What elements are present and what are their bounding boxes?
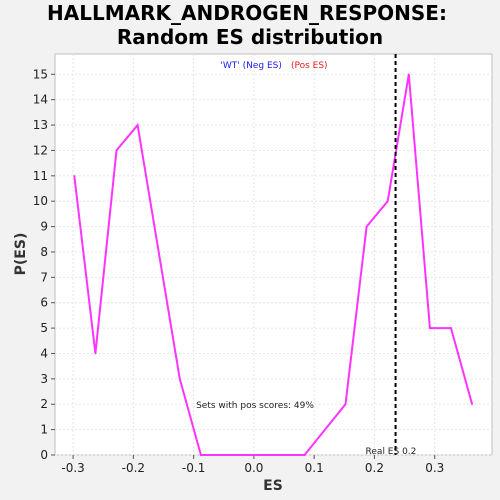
x-axis: -0.3 -0.2 -0.1 0.0 0.1 0.2 0.3 [61, 455, 444, 475]
legend-pos-es: (Pos ES) [291, 61, 328, 71]
data-point [200, 454, 202, 456]
y-tick-label: 9 [40, 220, 48, 234]
chart-title-line-2: Random ES distribution [117, 25, 383, 49]
x-axis-label: ES [263, 478, 283, 494]
x-tick-label: -0.2 [122, 461, 145, 475]
y-tick-label: 14 [33, 93, 48, 107]
plot-area [54, 53, 493, 456]
x-tick-label: -0.3 [61, 461, 84, 475]
y-tick-label: 5 [40, 321, 48, 335]
x-tick-label: -0.1 [182, 461, 205, 475]
real-es-label: Real ES 0.2 [366, 447, 417, 457]
data-point [178, 378, 181, 380]
x-tick-label: 0.1 [305, 461, 324, 475]
data-point [136, 124, 139, 126]
x-tick-label: 0.3 [425, 461, 444, 475]
data-point [471, 403, 473, 406]
y-tick-label: 1 [40, 423, 48, 437]
y-tick-label: 10 [33, 194, 48, 208]
data-point [429, 327, 431, 329]
chart-title-line-1: HALLMARK_ANDROGEN_RESPONSE: [47, 1, 447, 25]
y-tick-label: 3 [40, 372, 48, 386]
legend-neg-es: 'WT' (Neg ES) [220, 61, 281, 71]
y-tick-label: 13 [33, 118, 48, 132]
data-point [450, 327, 452, 329]
data-point [115, 149, 118, 152]
data-point [386, 200, 389, 203]
y-tick-label: 6 [40, 296, 48, 310]
data-point [303, 454, 306, 456]
data-point [344, 403, 347, 406]
data-point [94, 352, 97, 355]
grid [55, 54, 492, 456]
y-tick-label: 7 [40, 270, 48, 284]
data-point [365, 225, 368, 228]
series-layer [73, 73, 474, 456]
legend: 'WT' (Neg ES) (Pos ES) [220, 53, 327, 72]
x-tick-label: 0.2 [365, 461, 384, 475]
y-tick-label: 4 [40, 346, 48, 360]
x-tick-label: 0.0 [244, 461, 263, 475]
data-point [73, 175, 76, 177]
pos-scores-annotation: Sets with pos scores: 49% [196, 401, 314, 411]
y-axis-label: P(ES) [13, 233, 29, 276]
y-tick-label: 11 [33, 169, 48, 183]
y-tick-label: 8 [40, 245, 48, 259]
y-tick-label: 2 [40, 397, 48, 411]
series-line [73, 74, 474, 456]
y-tick-label: 15 [33, 67, 48, 81]
data-point [408, 73, 410, 76]
y-tick-label: 0 [40, 448, 48, 462]
y-tick-label: 12 [33, 143, 48, 157]
